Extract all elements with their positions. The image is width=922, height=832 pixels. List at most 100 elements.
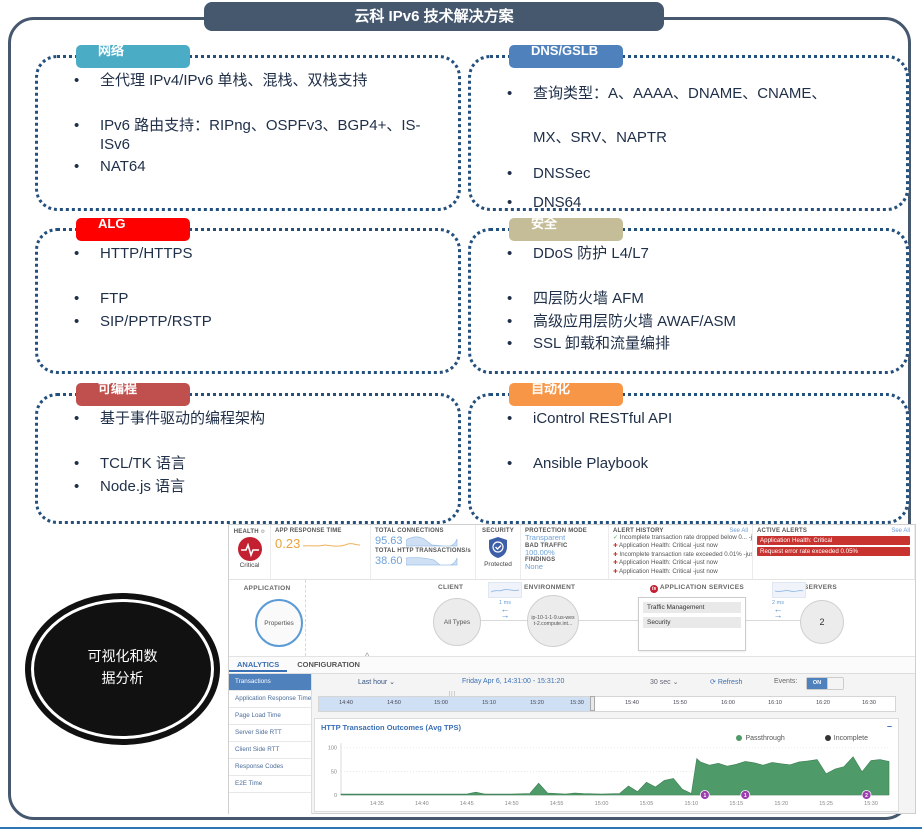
bullet-item: 四层防火墙 AFM bbox=[501, 290, 890, 309]
legend-item-incomplete[interactable]: Incomplete bbox=[824, 735, 868, 742]
chevron-down-icon: ⌄ bbox=[672, 679, 679, 686]
sidebar-item-app-response-time[interactable]: Application Response Time bbox=[229, 691, 311, 708]
events-label: Events: bbox=[774, 678, 798, 685]
security-cell: SECURITY Protected bbox=[476, 525, 521, 579]
application-services-box[interactable]: Traffic Management Security bbox=[638, 597, 746, 651]
feature-box-automation: 自动化 iControl RESTful API Ansible Playboo… bbox=[468, 383, 909, 524]
f5-logo-icon: f5 bbox=[650, 585, 658, 593]
connections-label: TOTAL CONNECTIONS bbox=[375, 528, 444, 534]
application-column: APPLICATION Properties bbox=[229, 580, 306, 656]
timeline-tick: 15:40 bbox=[625, 700, 639, 706]
bullet-item: DDoS 防护 L4/L7 bbox=[501, 245, 890, 264]
legend-dot bbox=[736, 735, 743, 741]
box-tab-programmable: 可编程 bbox=[76, 383, 190, 406]
feature-box-alg: ALG HTTP/HTTPS FTP SIP/PPTP/RSTP bbox=[35, 218, 461, 374]
collapse-minus-icon[interactable]: – bbox=[886, 721, 892, 731]
svg-text:50: 50 bbox=[331, 769, 337, 775]
bottom-accent-line bbox=[0, 827, 922, 829]
timeline-tick: 14:50 bbox=[387, 700, 401, 706]
health-cell: HEALTH ⚙ Critical bbox=[229, 525, 271, 579]
servers-latency: 2 ms ← → bbox=[756, 600, 800, 620]
svg-text:1: 1 bbox=[703, 793, 706, 799]
sidebar-item-client-side-rtt[interactable]: Client Side RTT bbox=[229, 742, 311, 759]
app-response-label: APP RESPONSE TIME bbox=[275, 528, 342, 534]
svg-text:14:55: 14:55 bbox=[550, 801, 564, 807]
bullet-item: SSL 卸载和流量编排 bbox=[501, 335, 890, 354]
servers-label: SERVERS bbox=[804, 584, 838, 591]
chart-legend: Passthrough Incomplete bbox=[736, 735, 868, 742]
sidebar-item-page-load-time[interactable]: Page Load Time bbox=[229, 708, 311, 725]
properties-node[interactable]: Properties bbox=[255, 599, 303, 647]
events-toggle[interactable]: ON bbox=[806, 677, 844, 690]
callout-label: 可视化和数 据分析 bbox=[87, 649, 158, 687]
topology-row: APPLICATION Properties CLIENT ENVIRONMEN… bbox=[229, 580, 915, 657]
svg-text:14:50: 14:50 bbox=[505, 801, 519, 807]
security-status: Protected bbox=[484, 561, 512, 568]
alert-icon: ✚ bbox=[613, 568, 618, 575]
services-label: f5 APPLICATION SERVICES bbox=[650, 584, 745, 593]
shield-icon bbox=[489, 537, 507, 558]
svg-text:14:40: 14:40 bbox=[415, 801, 429, 807]
sidebar-item-server-side-rtt[interactable]: Server Side RTT bbox=[229, 725, 311, 742]
refresh-button[interactable]: ⟳ Refresh bbox=[710, 679, 743, 686]
bad-traffic-value: 100.00% bbox=[525, 547, 555, 557]
svg-text:15:05: 15:05 bbox=[640, 801, 654, 807]
svg-text:0: 0 bbox=[334, 793, 337, 799]
see-all-link[interactable]: See All bbox=[729, 528, 748, 534]
gear-icon[interactable]: ⚙ bbox=[260, 529, 266, 535]
heartbeat-icon bbox=[237, 537, 262, 561]
transactions-value: 38.60 bbox=[375, 554, 403, 567]
visualization-callout: 可视化和数 据分析 bbox=[25, 593, 220, 745]
timeline-grip-icon[interactable]: ||| bbox=[449, 691, 456, 697]
alert-history-cell: ALERT HISTORY See All ✓ Incomplete trans… bbox=[609, 525, 753, 579]
sparkline bbox=[405, 536, 457, 547]
bullet-item: DNS64 bbox=[501, 194, 890, 213]
client-node[interactable]: All Types bbox=[433, 598, 481, 646]
alert-history-row: ✚ Incomplete transaction rate exceeded 0… bbox=[613, 550, 752, 558]
timeline-tick: 16:00 bbox=[721, 700, 735, 706]
timeline-tick: 15:50 bbox=[673, 700, 687, 706]
findings-label: FINDINGS bbox=[525, 557, 556, 564]
service-row[interactable]: Security bbox=[643, 617, 741, 628]
sidebar-item-transactions[interactable]: Transactions bbox=[229, 674, 311, 691]
timeline-selected-range[interactable] bbox=[319, 697, 591, 711]
timeline-drag-handle[interactable] bbox=[590, 696, 595, 711]
sparkline bbox=[772, 582, 806, 598]
bullet-item: iControl RESTful API bbox=[501, 410, 890, 429]
see-all-link[interactable]: See All bbox=[891, 528, 910, 534]
application-label: APPLICATION bbox=[243, 585, 291, 592]
bullet-item: IPv6 路由支持：RIPng、OSPFv3、BGP4+、IS-ISv6 bbox=[68, 117, 442, 155]
sidebar-item-e2e-time[interactable]: E2E Time bbox=[229, 776, 311, 793]
svg-text:100: 100 bbox=[328, 746, 337, 752]
svg-text:2: 2 bbox=[865, 793, 868, 799]
page-title: 云科 IPv6 技术解决方案 bbox=[204, 2, 664, 31]
tps-area-chart: 0 50 100 14:35 14:40 14:45 14:50 14:55 15:00 15:0… bbox=[328, 743, 890, 807]
collapse-caret-icon[interactable]: ^ bbox=[365, 651, 370, 661]
range-dropdown[interactable]: Last hour ⌄ bbox=[358, 679, 396, 686]
refresh-icon: ⟳ bbox=[710, 679, 716, 686]
active-alert-banner[interactable]: Request error rate exceeded 0.05% bbox=[757, 547, 910, 556]
period-text: Friday Apr 6, 14:31:00 - 15:31:20 bbox=[462, 678, 565, 685]
servers-node[interactable]: 2 bbox=[800, 600, 844, 644]
timeline-tick: 16:10 bbox=[768, 700, 782, 706]
timeline-slider[interactable]: 14:40 14:50 15:00 15:10 15:20 15:30 15:4… bbox=[318, 691, 896, 712]
tab-analytics[interactable]: ANALYTICS bbox=[229, 657, 288, 672]
bullet-item: Node.js 语言 bbox=[68, 478, 442, 497]
tab-configuration[interactable]: CONFIGURATION bbox=[297, 660, 360, 669]
active-alerts-cell: ACTIVE ALERTS See All Application Health… bbox=[753, 525, 915, 579]
service-row[interactable]: Traffic Management bbox=[643, 602, 741, 613]
bullet-item: SIP/PPTP/RSTP bbox=[68, 313, 442, 332]
callout-ring: 可视化和数 据分析 bbox=[31, 599, 214, 739]
timeline-tick: 15:00 bbox=[434, 700, 448, 706]
sidebar-item-response-codes[interactable]: Response Codes bbox=[229, 759, 311, 776]
bullet-item: 基于事件驱动的编程架构 bbox=[68, 410, 442, 429]
box-tab-network: 网络 bbox=[76, 45, 190, 68]
chevron-down-icon: ⌄ bbox=[389, 679, 396, 686]
svg-text:15:30: 15:30 bbox=[864, 801, 878, 807]
active-alert-banner[interactable]: Application Health: Critical bbox=[757, 536, 910, 545]
interval-dropdown[interactable]: 30 sec ⌄ bbox=[650, 679, 679, 686]
legend-item-passthrough[interactable]: Passthrough bbox=[736, 735, 785, 742]
environment-node[interactable]: ip-10-1-1-9.us-west-2.compute.int... bbox=[527, 595, 579, 647]
svg-text:15:25: 15:25 bbox=[819, 801, 833, 807]
alert-history-row: ✚ Application Health: Critical -just now bbox=[613, 542, 718, 550]
